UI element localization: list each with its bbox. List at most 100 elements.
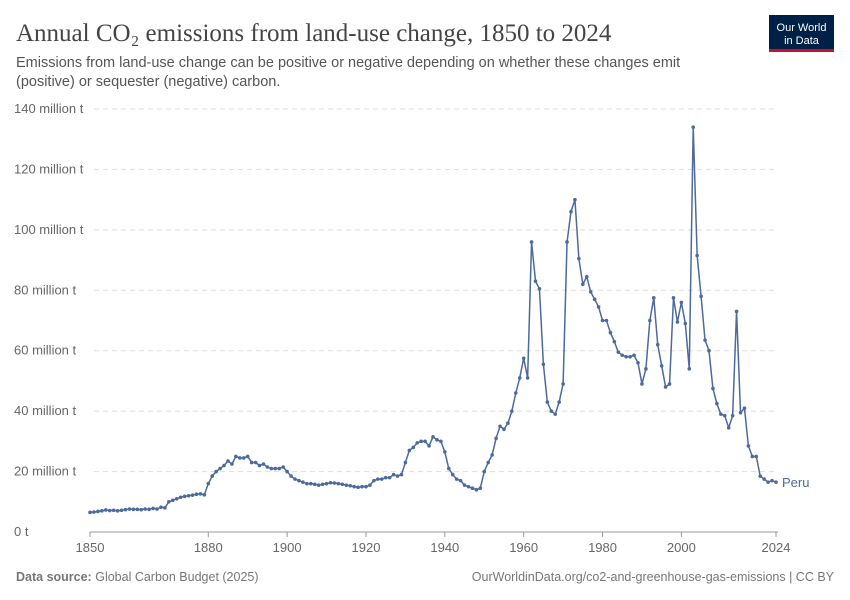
point: [206, 481, 211, 486]
point: [537, 286, 542, 291]
point: [328, 480, 333, 485]
point: [100, 509, 104, 513]
point: [88, 510, 92, 515]
point: [758, 474, 763, 478]
point: [439, 439, 443, 444]
x-tick-label: 1960: [509, 540, 538, 555]
point: [774, 480, 778, 484]
y-tick-label: 20 million t: [14, 464, 77, 479]
point: [324, 481, 329, 486]
y-tick-label: 100 million t: [14, 222, 84, 237]
y-tick-label: 60 million t: [14, 343, 77, 358]
footer-link[interactable]: OurWorldinData.org/co2-and-greenhouse-ga…: [472, 570, 835, 584]
point: [695, 253, 699, 258]
source: Data source: Global Carbon Budget (2025): [16, 570, 259, 584]
point: [600, 318, 605, 323]
point: [683, 321, 688, 326]
point: [305, 481, 309, 486]
y-tick-label: 80 million t: [14, 282, 77, 297]
point: [478, 486, 483, 490]
point: [261, 462, 266, 466]
point: [281, 465, 285, 469]
point: [403, 460, 408, 465]
point: [308, 481, 313, 486]
y-tick-label: 140 million t: [14, 101, 84, 116]
point: [265, 465, 270, 469]
point: [762, 477, 766, 481]
source-label: Data source:: [16, 570, 92, 584]
point: [577, 256, 581, 261]
point: [96, 509, 100, 514]
x-tick-label: 1900: [273, 540, 302, 555]
point: [391, 472, 396, 477]
point: [651, 296, 656, 300]
point: [557, 400, 561, 404]
point: [293, 477, 297, 481]
point: [549, 409, 554, 413]
point: [364, 484, 368, 489]
point: [289, 474, 293, 478]
point: [151, 506, 155, 511]
point: [222, 463, 226, 468]
point: [596, 305, 601, 309]
point: [584, 274, 589, 279]
point: [182, 494, 187, 499]
point: [490, 453, 494, 457]
point: [648, 318, 652, 323]
point: [715, 401, 719, 406]
logo[interactable]: Our World in Data: [769, 15, 834, 52]
x-tick-label: 2000: [667, 540, 696, 555]
logo-box: [769, 15, 834, 52]
point: [360, 484, 364, 489]
point: [525, 376, 530, 380]
point: [443, 450, 447, 454]
point: [655, 342, 660, 347]
point: [131, 507, 136, 512]
point: [620, 353, 625, 358]
point: [115, 509, 120, 513]
point: [502, 427, 506, 432]
point: [671, 296, 676, 300]
point: [383, 475, 388, 480]
point: [742, 406, 747, 410]
point: [348, 483, 353, 488]
point: [163, 506, 167, 510]
point: [510, 409, 514, 413]
point: [159, 505, 163, 510]
point: [738, 410, 743, 415]
point: [679, 300, 684, 305]
point: [241, 456, 246, 460]
point: [616, 350, 621, 355]
point: [174, 496, 179, 501]
point: [770, 478, 774, 483]
point: [711, 386, 715, 391]
x-tick-label: 1880: [194, 540, 223, 555]
point: [730, 413, 735, 418]
point: [214, 469, 218, 474]
point: [754, 454, 759, 459]
point: [612, 339, 617, 344]
x-tick-label: 1980: [588, 540, 617, 555]
point: [127, 507, 132, 511]
point: [332, 481, 337, 485]
point: [458, 478, 463, 483]
point: [722, 413, 727, 418]
point: [561, 382, 565, 386]
point: [297, 478, 301, 483]
point: [636, 361, 640, 365]
point: [703, 338, 707, 342]
logo-bar: [769, 49, 834, 52]
point: [565, 240, 569, 244]
point: [210, 474, 215, 478]
point: [734, 309, 739, 314]
point: [368, 483, 372, 487]
source-text: Global Carbon Budget (2025): [95, 570, 258, 584]
point: [450, 472, 455, 477]
point: [269, 466, 274, 471]
point: [167, 499, 171, 504]
point: [273, 466, 278, 471]
point: [372, 478, 376, 483]
point: [376, 477, 380, 481]
point: [202, 493, 207, 497]
point: [249, 460, 254, 465]
